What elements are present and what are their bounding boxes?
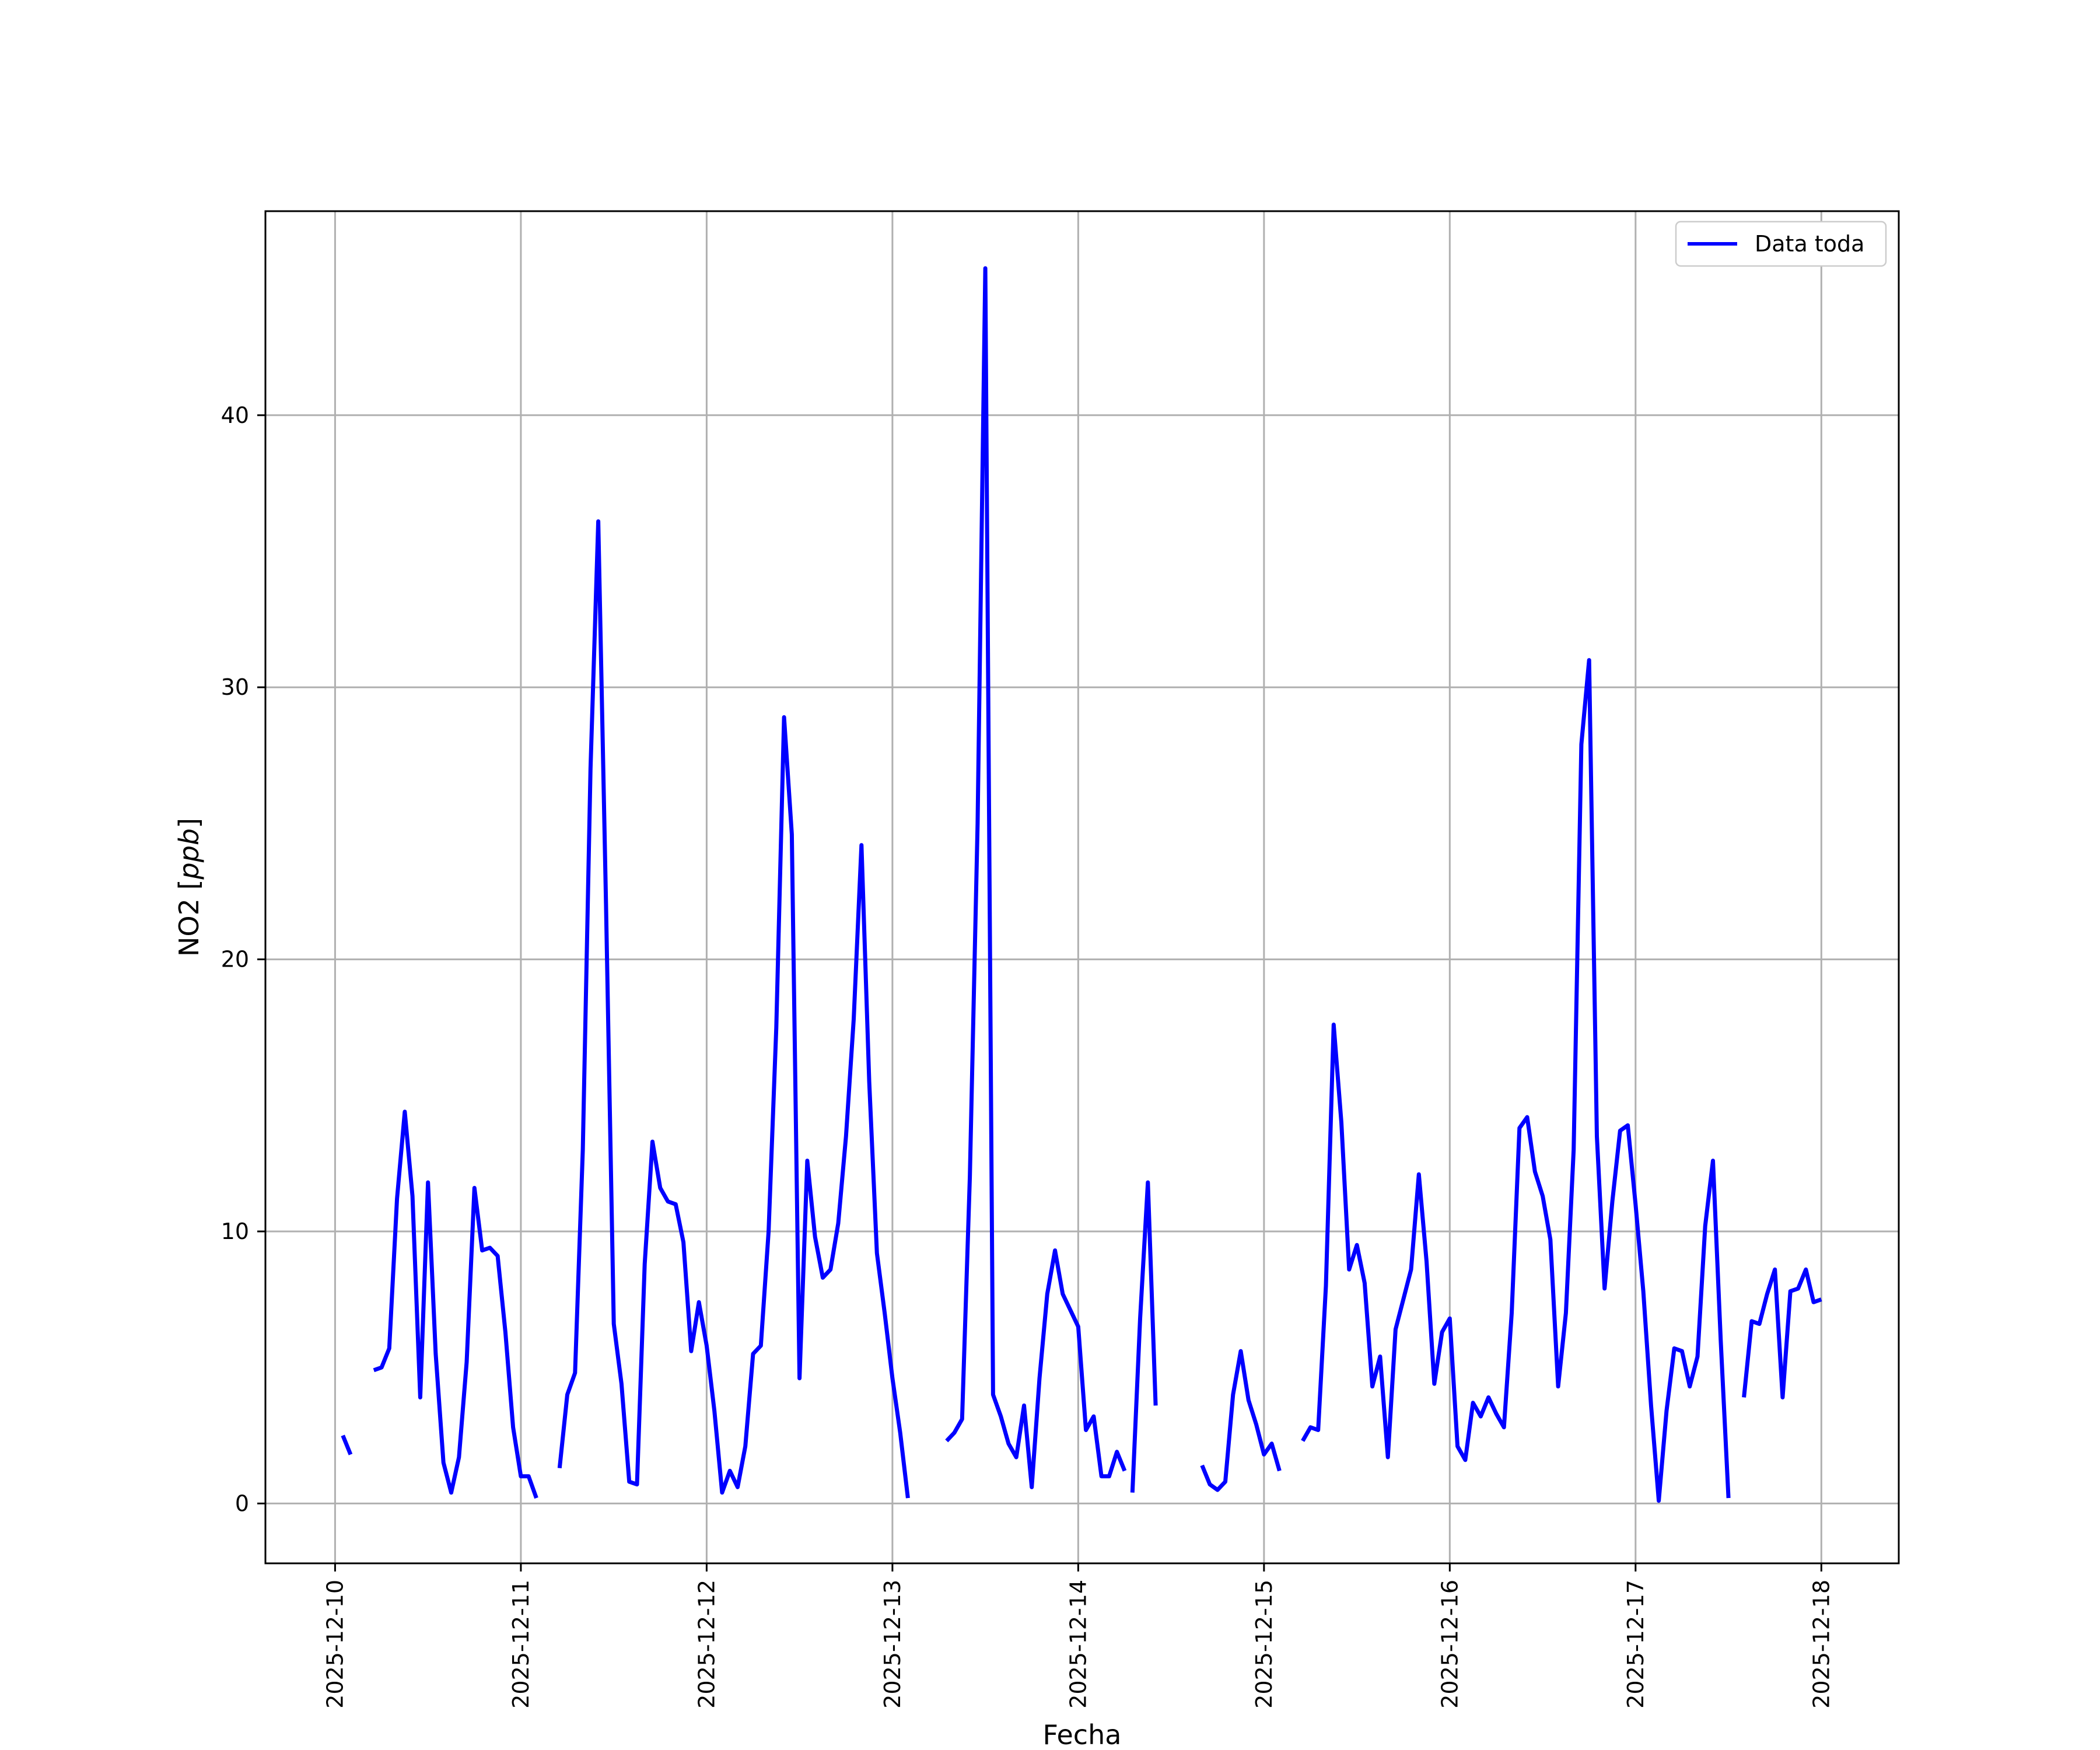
x-tick-label: 2025-12-10: [322, 1580, 348, 1709]
x-tick-label: 2025-12-13: [880, 1580, 905, 1709]
y-axis-title-main: NO2 [: [173, 880, 205, 957]
series-segment: [1200, 1349, 1282, 1492]
x-tick-label: 2025-12-12: [694, 1580, 719, 1709]
series-segment: [1742, 1267, 1822, 1399]
x-tick-label: 2025-12-16: [1437, 1580, 1462, 1709]
plot-area-frame: [264, 210, 1900, 1564]
x-axis-title: Fecha: [1043, 1719, 1122, 1750]
y-axis-title-unit: ppb: [173, 828, 205, 880]
series-segment: [373, 1110, 538, 1499]
y-axis-title-close: ]: [173, 818, 205, 828]
plot-area-background: [265, 211, 1899, 1563]
x-tick-label: 2025-12-18: [1808, 1580, 1834, 1709]
x-tick-label: 2025-12-15: [1251, 1580, 1277, 1709]
legend-label-data-toda: Data toda: [1755, 231, 1864, 257]
y-tick-label: 10: [221, 1219, 249, 1244]
series-line-data-toda: [341, 266, 1822, 1503]
x-axis: 2025-12-10 2025-12-11 2025-12-12 2025-12-13…: [322, 1563, 1834, 1709]
series-segment: [1301, 658, 1731, 1503]
y-axis-title: NO2 [ppb]: [173, 818, 205, 957]
series-segment: [1130, 1180, 1158, 1493]
x-tick-label: 2025-12-17: [1623, 1580, 1648, 1709]
series-segment: [945, 266, 1127, 1489]
x-tick-label: 2025-12-14: [1065, 1580, 1091, 1709]
series-segment: [557, 519, 910, 1499]
x-tick-label: 2025-12-11: [508, 1580, 534, 1709]
y-tick-label: 20: [221, 947, 249, 972]
y-tick-label: 0: [235, 1490, 249, 1516]
y-axis: 0 10 20 30 40: [221, 402, 265, 1516]
legend-box: [1675, 220, 1887, 267]
series-segment: [341, 1434, 353, 1455]
y-tick-label: 30: [221, 674, 249, 700]
legend: Data toda: [1675, 220, 1887, 267]
y-tick-label: 40: [221, 402, 249, 428]
